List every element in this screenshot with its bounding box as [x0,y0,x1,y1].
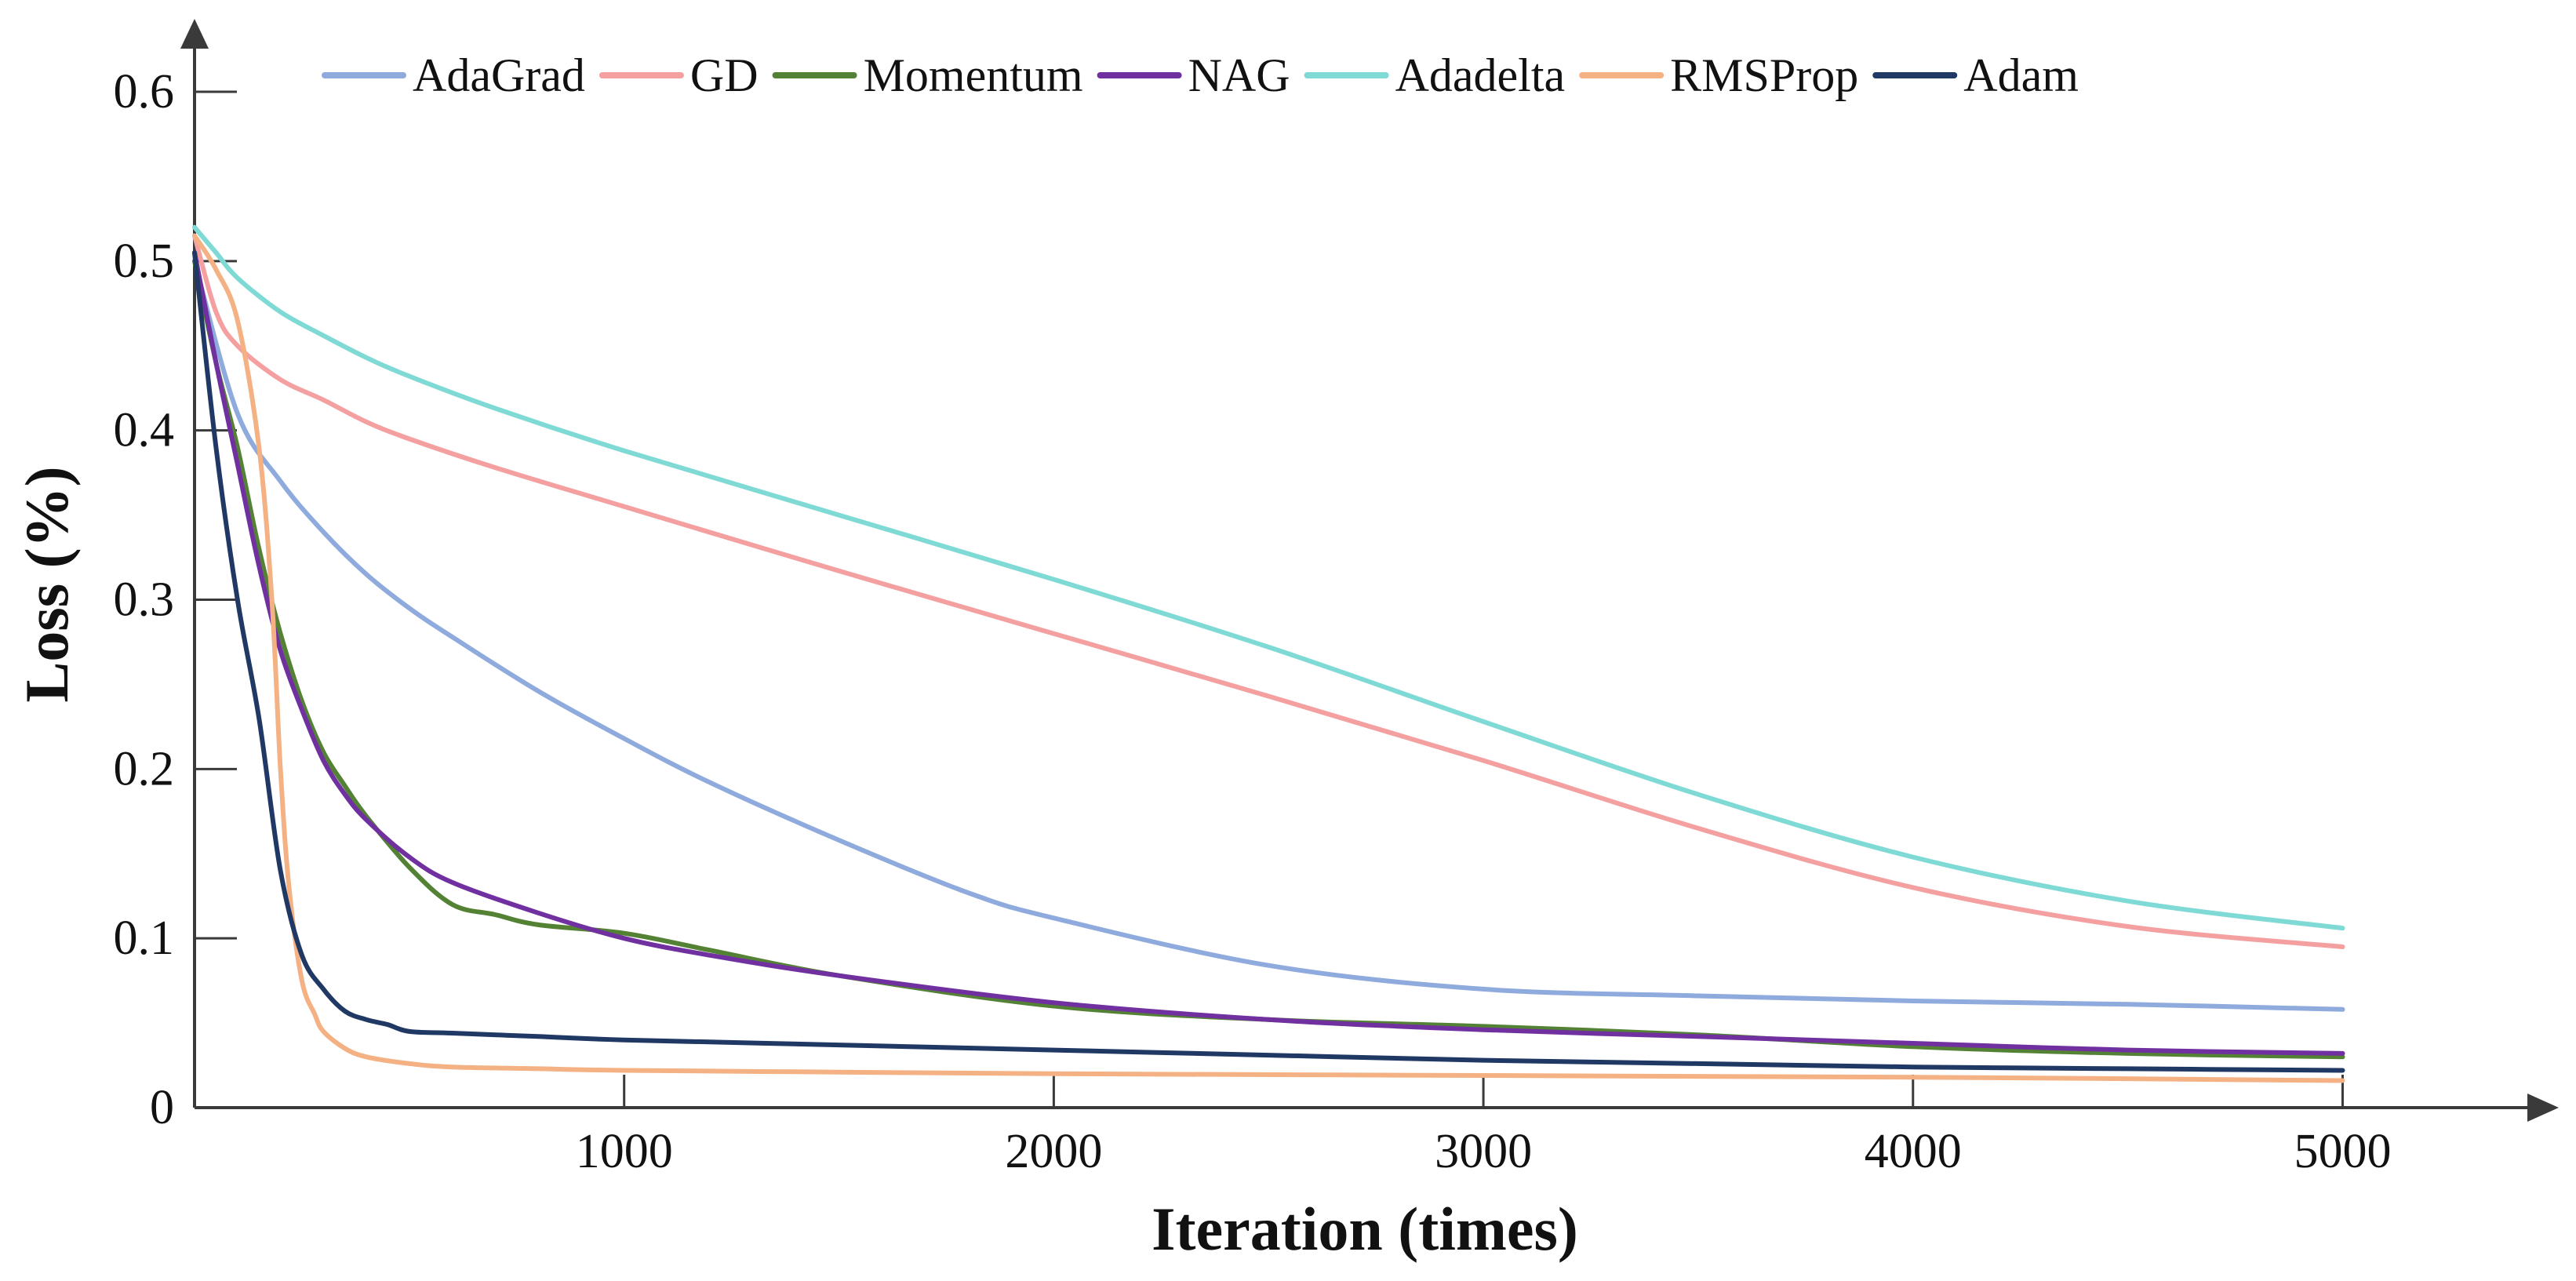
x-tick-label: 2000 [1005,1125,1102,1178]
x-tick-label: 4000 [1865,1125,1962,1178]
y-tick-label: 0.1 [114,912,175,965]
x-axis-title: Iteration (times) [1152,1195,1578,1263]
axes [180,19,2559,1122]
x-tick-label: 5000 [2294,1125,2391,1178]
series-lines [192,224,2345,1083]
legend-label-adadelta: Adadelta [1395,49,1566,101]
x-tick-label: 3000 [1435,1125,1532,1178]
y-tick-label: 0.6 [114,65,175,118]
y-tick-label: 0.3 [114,573,175,627]
y-tick-label: 0.2 [114,742,175,795]
y-tick-label: 0.4 [114,404,175,457]
series-line-adagrad [192,258,2345,1012]
legend-label-adagrad: AdaGrad [413,49,585,101]
y-tick-label: 0 [150,1081,174,1134]
series-line-adam [192,250,2345,1073]
y-axis-title: Loss (%) [13,466,81,702]
y-axis-arrow-icon [180,19,209,49]
series-line-adadelta [192,224,2345,931]
legend-label-nag: NAG [1188,49,1290,101]
x-axis-arrow-icon [2527,1094,2559,1122]
series-line-momentum [192,258,2345,1060]
y-axis-ticks: 0 0.1 0.2 0.3 0.4 0.5 0.6 [114,65,237,1134]
legend-label-momentum: Momentum [864,49,1083,101]
series-line-rmsprop [192,233,2345,1083]
series-line-nag [192,250,2345,1056]
y-tick-label: 0.5 [114,235,175,288]
x-axis-ticks: 1000 2000 3000 4000 5000 [576,1075,2391,1178]
legend-label-adam: Adam [1963,49,2079,101]
legend: AdaGrad GD Momentum NAG Adadelta RMSProp Adam [322,49,2079,101]
x-tick-label: 1000 [576,1125,673,1178]
legend-label-rmsprop: RMSProp [1670,49,1858,101]
legend-label-gd: GD [690,49,759,101]
series-line-gd [192,233,2345,949]
